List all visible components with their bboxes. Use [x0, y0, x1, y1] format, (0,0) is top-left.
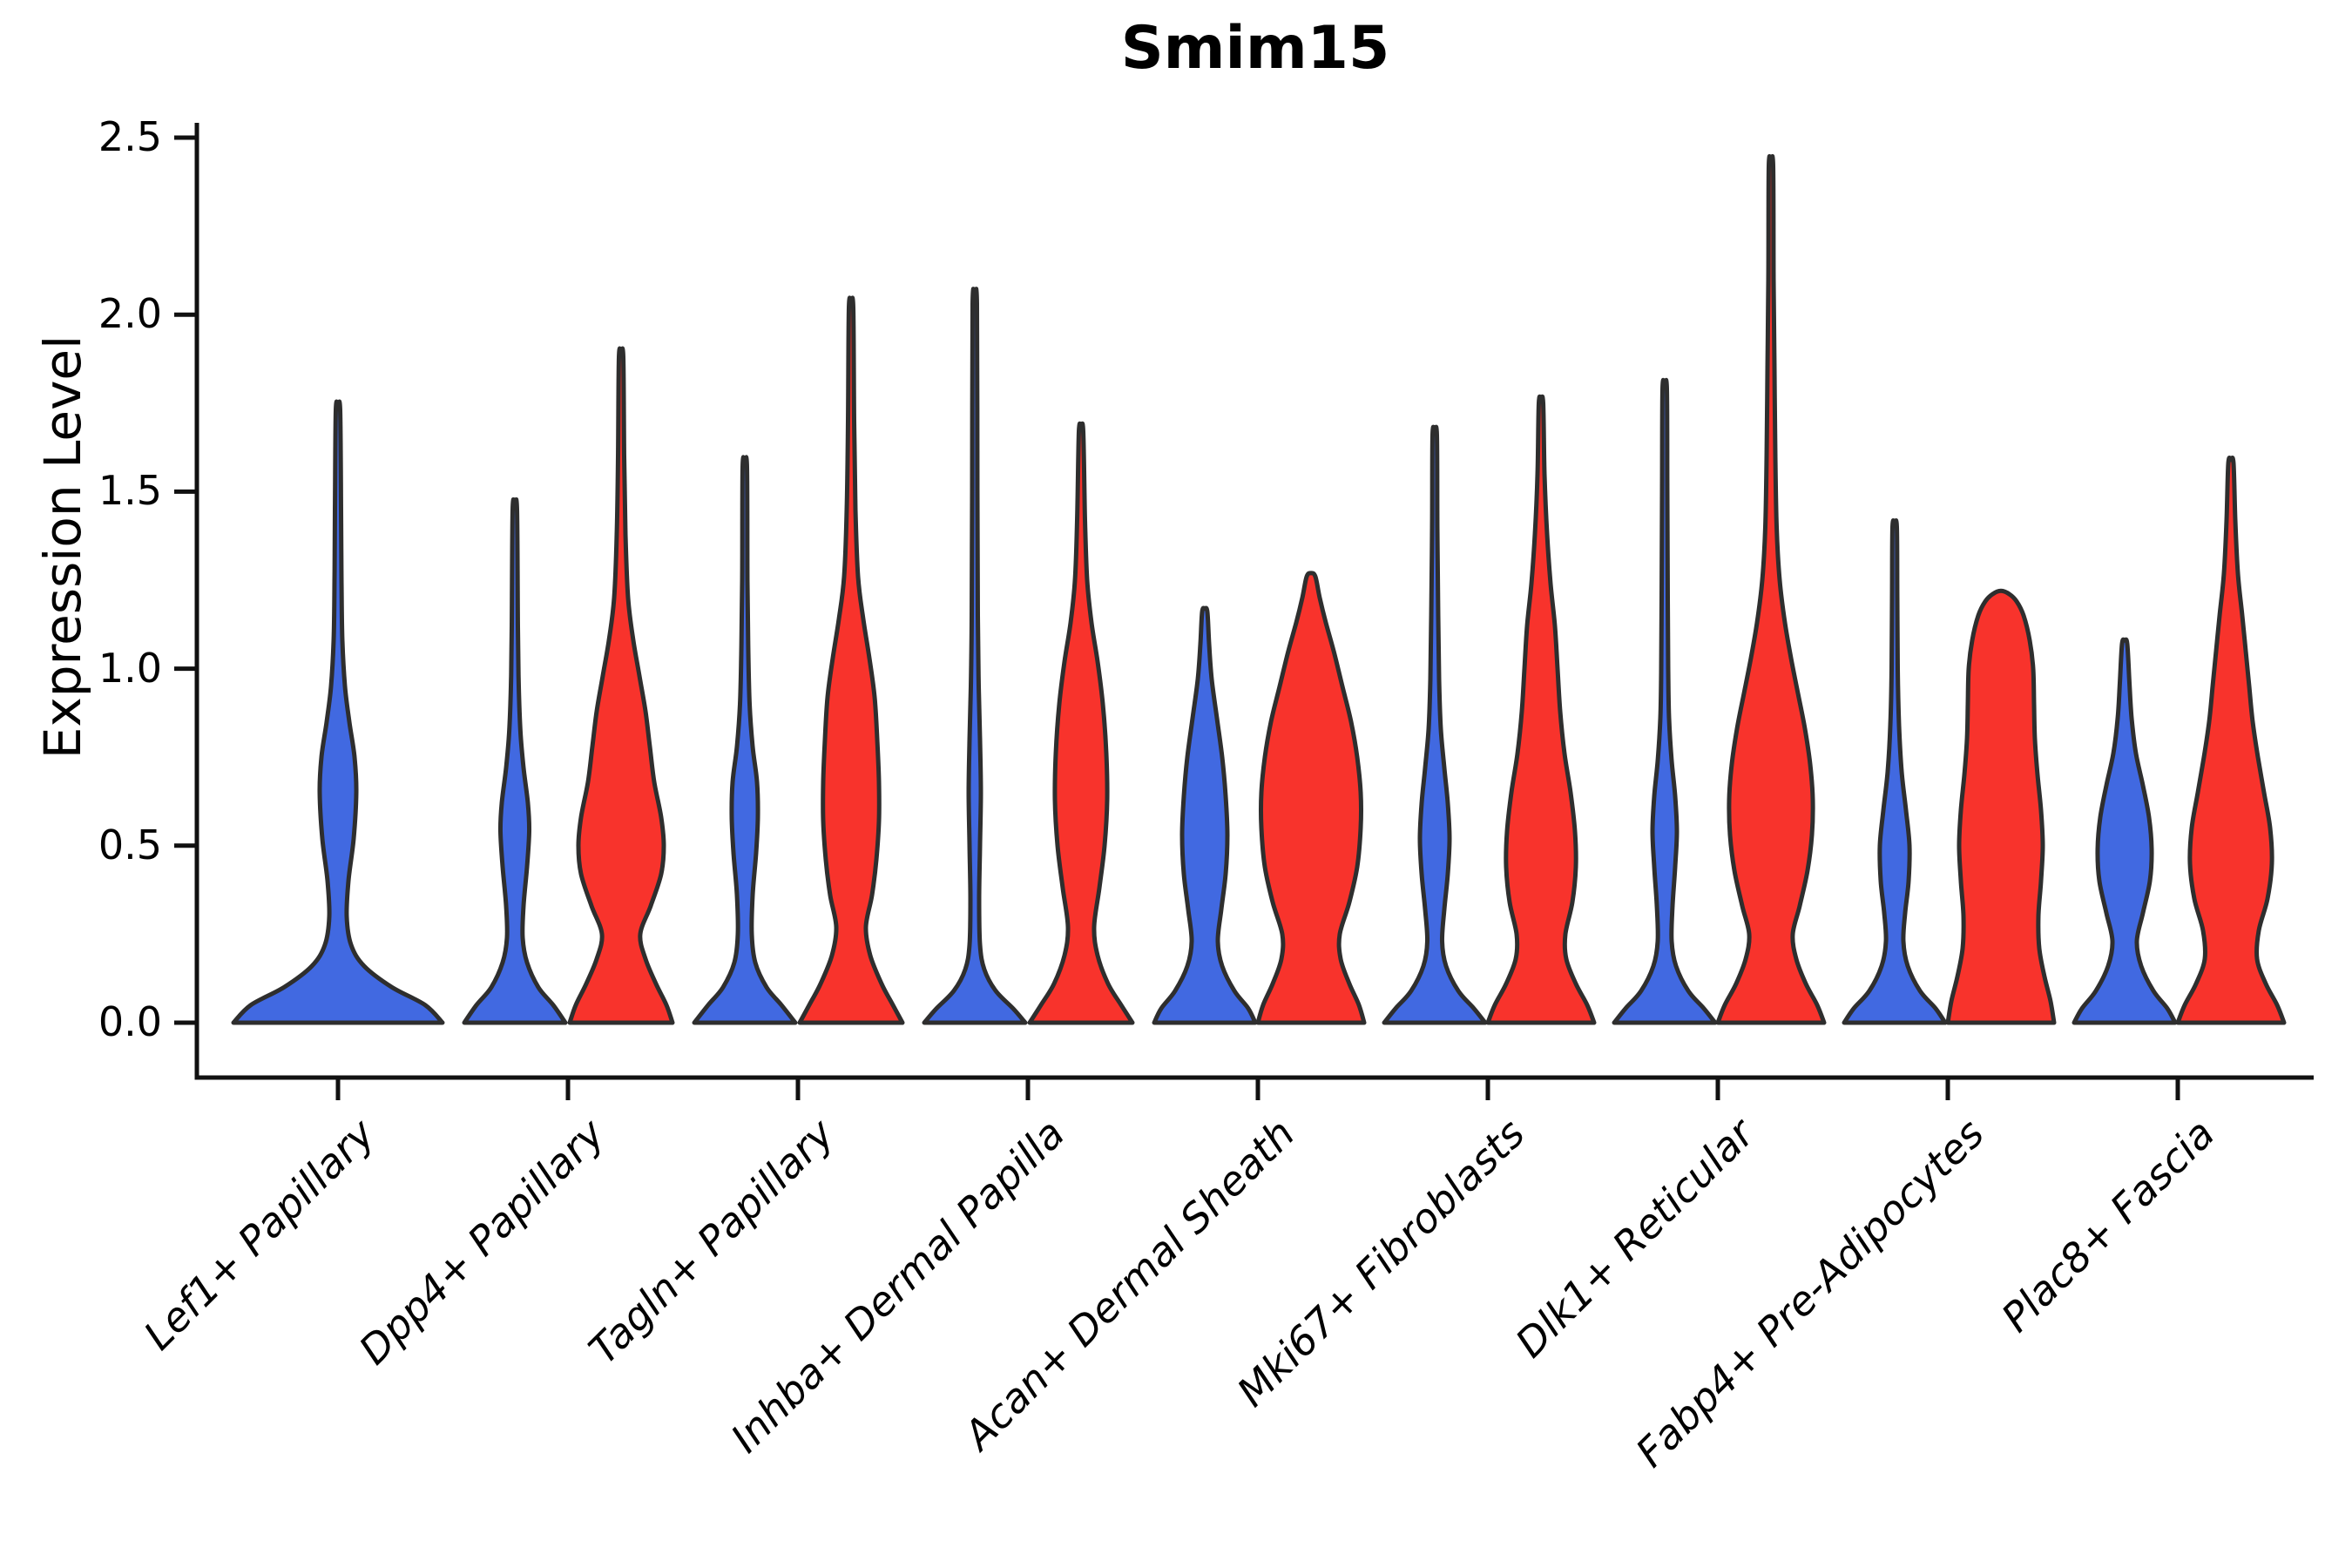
y-axis-label: Expression Level: [33, 335, 92, 760]
violin-red-dlk1-reticular: [1715, 153, 1827, 1025]
violin-red-tagln-papillary: [797, 295, 905, 1025]
violin-blue-dlk1-reticular: [1612, 377, 1718, 1025]
violin-red-inhba-dermal-papilla: [1027, 421, 1135, 1025]
violin-red-fabp4-pre-adipocytes: [1945, 588, 2057, 1025]
violin-blue-inhba-dermal-papilla: [922, 287, 1028, 1025]
violin-red-acan-dermal-sheath: [1255, 571, 1367, 1025]
y-tick-label: 2.0: [98, 290, 162, 338]
violin-blue-tagln-papillary: [692, 455, 798, 1025]
violin-blue-acan-dermal-sheath: [1152, 605, 1258, 1025]
y-tick-label: 0.0: [98, 997, 162, 1045]
y-tick-label: 0.5: [98, 821, 162, 868]
violin-blue-mki67-fibroblasts: [1382, 424, 1488, 1025]
violin-red-dpp4-papillary: [567, 346, 675, 1025]
y-tick-label: 1.5: [98, 467, 162, 515]
violin-blue-lef1-papillary: [231, 399, 445, 1025]
violin-red-plac8-fascia: [2175, 456, 2287, 1025]
violin-blue-dpp4-papillary: [462, 497, 568, 1025]
violin-red-mki67-fibroblasts: [1485, 394, 1597, 1025]
y-tick-label: 2.5: [98, 112, 162, 160]
chart-title: Smim15: [1120, 14, 1390, 83]
violin-blue-plac8-fascia: [2072, 637, 2178, 1025]
y-tick-label: 1.0: [98, 644, 162, 692]
violin-blue-fabp4-pre-adipocytes: [1842, 517, 1948, 1025]
